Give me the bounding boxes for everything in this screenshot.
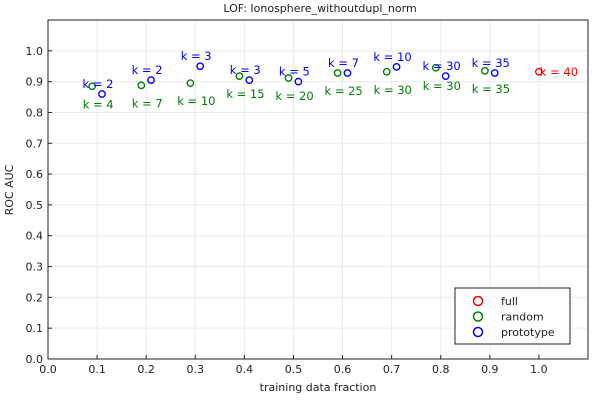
prototype-point [98,90,106,98]
random-point-label: k = 25 [325,84,363,98]
data-points [88,62,543,98]
random-point [186,79,195,88]
random-point-label: k = 35 [472,82,510,96]
prototype-point [294,77,303,86]
prototype-point-label: k = 2 [83,77,114,91]
y-tick-label: 0.2 [26,291,44,304]
x-tick-label: 0.6 [334,363,352,376]
x-tick-label: 0.2 [137,363,155,376]
y-tick-label: 0.9 [26,76,44,89]
prototype-point [245,76,254,84]
x-tick-label: 0.1 [88,363,106,376]
prototype-point [343,69,352,77]
random-point [235,72,244,80]
y-tick-label: 0.1 [26,322,44,335]
x-tick-label: 0.4 [236,363,254,376]
chart-title: LOF: Ionosphere_withoutdupl_norm [223,2,416,15]
full-point [535,67,543,76]
random-point-label: k = 4 [83,97,114,111]
x-tick-label: 0.0 [39,363,57,376]
prototype-point-label: k = 7 [328,56,359,70]
random-point [137,81,146,90]
prototype-point-label: k = 10 [373,50,411,64]
random-point-label: k = 10 [177,94,215,108]
random-point [284,74,293,82]
y-tick-label: 1.0 [26,45,44,58]
y-axis-ticks: 0.0 0.1 0.2 0.3 0.4 0.5 0.6 0.7 0.8 0.9 1.0 [26,45,52,366]
prototype-point-label: k = 35 [472,56,510,70]
random-point [481,66,489,75]
prototype-point [490,69,499,77]
y-tick-label: 0.4 [26,230,44,243]
random-point [382,67,391,76]
x-tick-label: 0.9 [481,363,499,376]
random-point [431,63,440,72]
y-tick-label: 0.3 [26,261,44,274]
random-point [333,69,342,77]
legend-marker-random [472,311,484,322]
x-axis-title: training data fraction [260,381,377,394]
prototype-point-label: k = 2 [132,63,163,77]
random-point-label: k = 7 [132,96,163,110]
prototype-point-label: k = 3 [181,49,212,63]
prototype-point-label: k = 3 [230,63,261,77]
x-tick-label: 1.0 [530,363,548,376]
prototype-point-label: k = 5 [279,65,310,79]
prototype-point [147,76,155,84]
legend-label-random: random [501,311,544,324]
y-tick-label: 0.5 [26,199,44,212]
x-tick-label: 0.3 [187,363,205,376]
legend-marker-full [472,295,484,307]
random-point-label: k = 20 [275,89,313,103]
x-tick-label: 0.8 [432,363,450,376]
random-point-label: k = 30 [423,79,461,93]
x-tick-label: 0.5 [285,363,303,376]
legend-label-full: full [501,295,518,308]
legend: full random prototype [454,287,571,345]
point-labels: k = 40 k = 4 k = 7 k = 10 k = 15 k = 20 k = 25… [83,49,579,111]
full-point-label: k = 40 [540,65,578,79]
random-point-label: k = 15 [226,87,264,101]
x-axis-ticks: 0.0 0.1 0.2 0.3 0.4 0.5 0.6 0.7 0.8 0.9 1.0 [39,355,548,376]
y-tick-label: 0.6 [26,168,44,181]
random-point-label: k = 30 [374,83,412,97]
prototype-point [441,72,450,80]
prototype-point [196,62,205,71]
random-point [88,82,97,91]
x-tick-label: 0.7 [383,363,401,376]
y-axis-title: ROC AUC [3,164,16,215]
prototype-point [392,62,401,71]
y-tick-label: 0.7 [26,137,44,150]
plot-frame [47,19,589,360]
legend-marker-prototype [472,326,484,338]
prototype-point-label: k = 30 [423,59,461,73]
y-tick-label: 0.8 [26,106,44,119]
y-tick-label: 0.0 [26,353,44,366]
legend-label-prototype: prototype [501,326,555,339]
